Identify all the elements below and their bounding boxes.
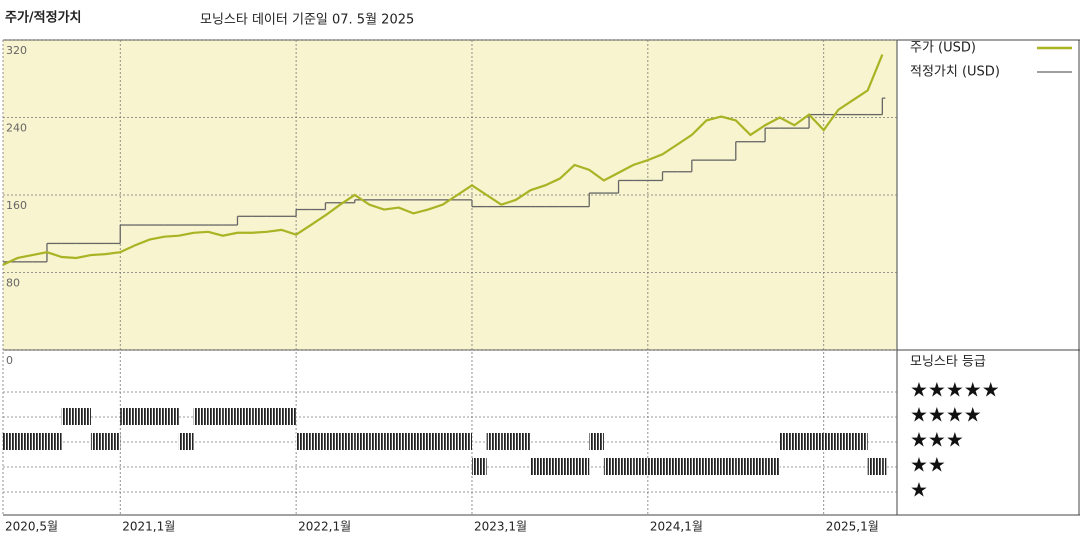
y-tick-label: 0: [6, 354, 13, 367]
y-tick-label: 160: [6, 199, 27, 212]
rating-bar: [17, 433, 33, 450]
rating-bar: [413, 433, 429, 450]
y-tick-label: 80: [6, 277, 20, 290]
rating-bar: [559, 458, 575, 475]
rating-bar: [471, 458, 487, 475]
rating-bar: [428, 433, 443, 450]
rating-bar: [618, 458, 634, 475]
rating-bar: [120, 408, 135, 425]
rating-bar: [61, 408, 77, 425]
rating-bar: [589, 433, 604, 450]
x-tick-label: 2022,1월: [298, 520, 351, 534]
rating-bar: [76, 408, 91, 425]
x-tick-label: 2021,1월: [122, 520, 175, 534]
rating-bar: [354, 433, 370, 450]
rating-bar: [501, 433, 516, 450]
rating-label: ★: [910, 478, 928, 502]
rating-bar: [530, 458, 546, 475]
rating-bar: [281, 408, 297, 425]
plot-background: [3, 40, 897, 350]
rating-bar: [442, 433, 458, 450]
rating-bar: [515, 433, 531, 450]
rating-bar: [178, 433, 194, 450]
rating-bar: [779, 433, 795, 450]
rating-bar: [149, 408, 165, 425]
rating-bar: [384, 433, 399, 450]
rating-bar: [647, 458, 663, 475]
chart-subtitle: 모닝스타 데이터 기준일 07. 5월 2025: [200, 13, 414, 28]
rating-bar: [457, 433, 472, 450]
rating-bar: [838, 433, 854, 450]
rating-bar: [310, 433, 326, 450]
rating-bar: [765, 458, 780, 475]
rating-bar: [721, 458, 736, 475]
price-line: [2, 54, 884, 266]
y-tick-label: 240: [6, 122, 27, 135]
rating-bar: [369, 433, 385, 450]
rating-bar: [105, 433, 121, 450]
x-tick-label: 2020,5월: [5, 520, 58, 534]
rating-label: ★★★★★: [910, 378, 1000, 402]
rating-bar: [809, 433, 824, 450]
rating-bar: [706, 458, 722, 475]
rating-bar: [750, 458, 766, 475]
rating-bar: [545, 458, 560, 475]
rating-label: ★★★★: [910, 403, 982, 427]
legend-label: 적정가치 (USD): [910, 65, 1000, 80]
rating-bar: [853, 433, 868, 450]
rating-bar: [164, 408, 179, 425]
rating-bar: [46, 433, 62, 450]
rating-bar: [90, 433, 106, 450]
rating-bar: [691, 458, 707, 475]
rating-bar: [677, 458, 692, 475]
rating-bar: [574, 458, 590, 475]
rating-bar: [603, 458, 619, 475]
rating-bar: [32, 433, 47, 450]
rating-bar: [794, 433, 810, 450]
rating-bar: [3, 433, 18, 450]
x-tick-label: 2024,1월: [650, 520, 703, 534]
rating-bar: [296, 433, 311, 450]
y-tick-label: 320: [6, 44, 27, 57]
chart-title: 주가/적정가치: [5, 10, 82, 26]
rating-bar: [633, 458, 648, 475]
rating-bar: [325, 433, 341, 450]
rating-bar: [222, 408, 238, 425]
x-tick-label: 2025,1월: [826, 520, 879, 534]
x-tick-label: 2023,1월: [474, 520, 527, 534]
rating-bar: [486, 433, 502, 450]
rating-title: 모닝스타 등급: [910, 355, 986, 370]
rating-bar: [398, 433, 414, 450]
rating-bar: [237, 408, 253, 425]
rating-bar: [735, 458, 751, 475]
rating-label: ★★★: [910, 428, 964, 452]
rating-bar: [208, 408, 223, 425]
rating-bar: [193, 408, 209, 425]
rating-bar: [882, 458, 887, 475]
rating-bar: [266, 408, 282, 425]
rating-bar: [252, 408, 267, 425]
rating-bar: [867, 458, 883, 475]
rating-bar: [823, 433, 839, 450]
rating-bar: [662, 458, 678, 475]
rating-bar: [340, 433, 355, 450]
legend-label: 주가 (USD): [910, 41, 976, 56]
rating-label: ★★: [910, 453, 946, 477]
rating-bar: [134, 408, 150, 425]
